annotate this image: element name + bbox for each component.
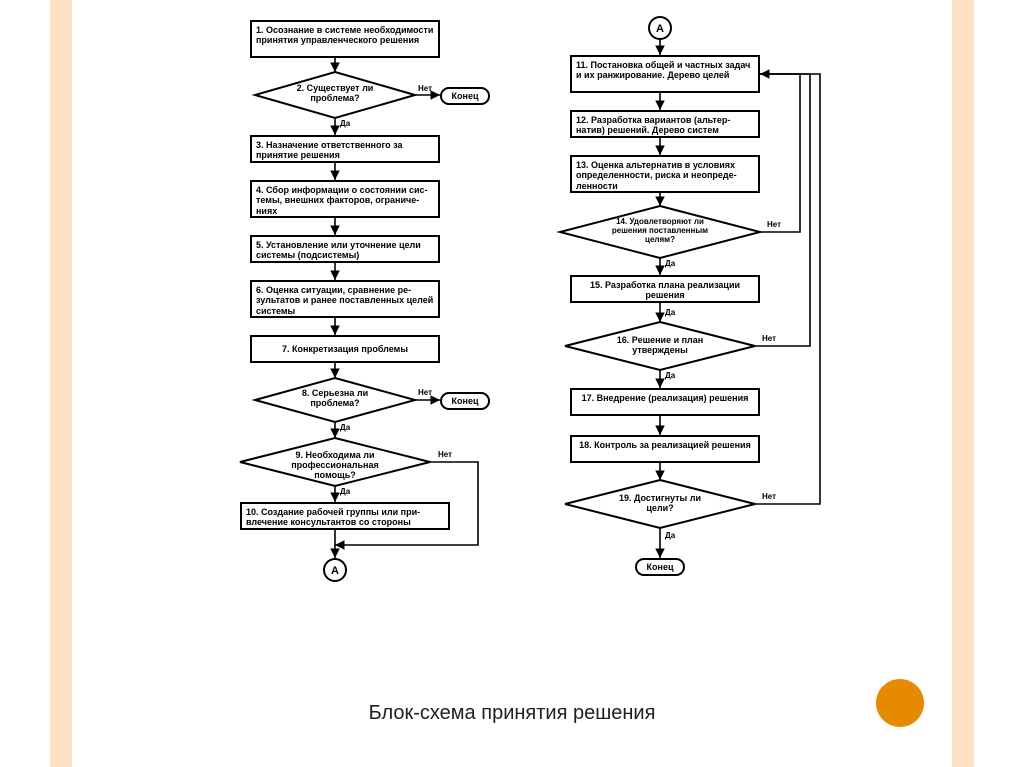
slide-caption: Блок-схема принятия решения xyxy=(0,702,1024,725)
edges-svg xyxy=(0,0,1024,767)
